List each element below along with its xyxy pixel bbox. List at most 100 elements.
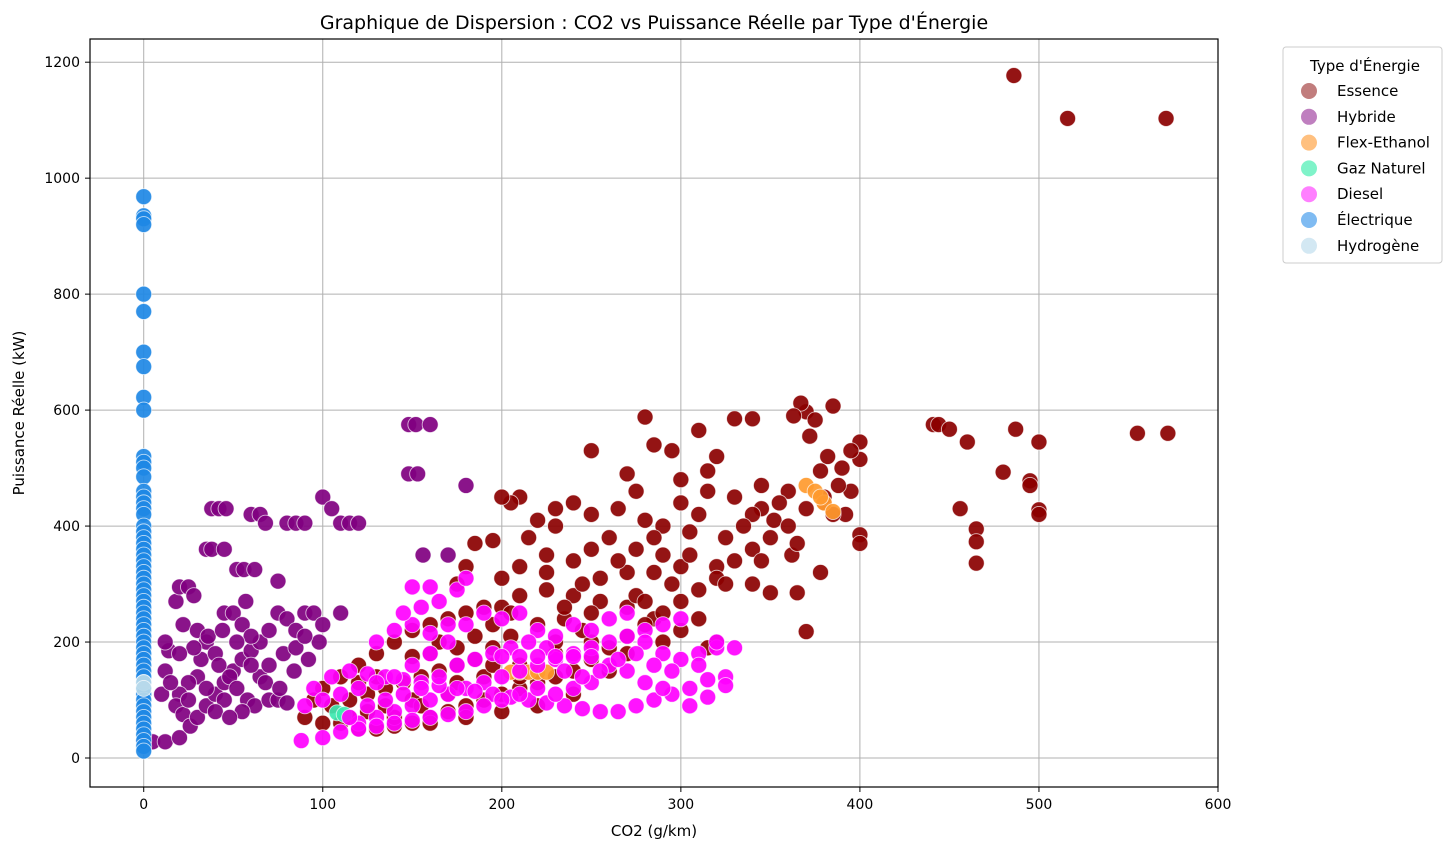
data-points	[135, 67, 1177, 760]
data-point	[770, 494, 788, 512]
data-point	[341, 708, 359, 726]
plot-frame	[89, 38, 1219, 788]
data-point	[439, 616, 457, 634]
data-point	[636, 633, 654, 651]
data-point	[269, 572, 287, 590]
data-point	[257, 514, 274, 532]
data-point	[394, 604, 412, 622]
y-tick-label: 1200	[44, 55, 80, 71]
data-point	[376, 691, 394, 709]
legend-marker	[1301, 160, 1317, 177]
data-point	[215, 691, 233, 709]
data-point	[547, 648, 564, 665]
data-point	[726, 552, 744, 570]
data-point	[305, 604, 323, 622]
data-point	[493, 488, 511, 506]
legend-item: Essence	[1301, 82, 1398, 100]
data-point	[681, 523, 699, 541]
data-point	[645, 656, 663, 674]
x-tick-label: 600	[1205, 797, 1232, 813]
data-point	[246, 561, 264, 579]
data-point	[582, 604, 600, 622]
data-point	[197, 679, 215, 697]
x-tick-label: 200	[488, 797, 515, 813]
data-point	[332, 604, 350, 622]
data-point	[421, 416, 439, 434]
data-point	[511, 648, 529, 665]
data-point	[403, 656, 421, 674]
data-point	[271, 679, 289, 697]
data-point	[278, 694, 296, 712]
data-point	[135, 216, 153, 234]
data-point	[663, 575, 681, 593]
data-point	[618, 662, 636, 680]
data-point	[421, 624, 439, 642]
data-point	[135, 742, 153, 760]
data-point	[591, 703, 609, 721]
data-point	[484, 532, 502, 550]
data-point	[591, 569, 609, 587]
data-point	[296, 627, 314, 645]
data-point	[779, 482, 797, 500]
data-point	[752, 552, 770, 570]
data-point	[162, 674, 180, 692]
data-point	[135, 285, 153, 303]
data-point	[654, 679, 672, 697]
data-point	[645, 564, 663, 581]
data-point	[430, 592, 448, 610]
data-point	[285, 662, 303, 680]
data-point	[385, 668, 403, 686]
data-point	[171, 645, 188, 663]
data-point	[547, 500, 564, 518]
series-2	[135, 416, 475, 751]
data-point	[812, 564, 829, 581]
data-point	[654, 645, 672, 663]
data-point	[314, 691, 332, 709]
data-point	[292, 732, 310, 750]
data-point	[797, 500, 815, 518]
legend-marker	[1301, 134, 1317, 151]
data-point	[1005, 67, 1023, 84]
legend-label: Hybride	[1337, 108, 1396, 126]
data-point	[690, 506, 708, 523]
data-point	[744, 506, 761, 523]
y-tick-label: 400	[53, 519, 80, 535]
data-point	[618, 604, 636, 622]
legend: Type d'Énergie Essence Hybride Flex-Ethano…	[1282, 46, 1443, 264]
legend-item: Hybride	[1301, 108, 1396, 126]
data-point	[582, 540, 600, 558]
data-point	[529, 648, 547, 665]
data-point	[1159, 424, 1177, 442]
legend-marker	[1301, 237, 1317, 254]
data-point	[717, 575, 735, 593]
data-point	[785, 407, 803, 425]
x-tick-label: 400	[847, 797, 874, 813]
data-point	[409, 465, 427, 483]
data-point	[296, 514, 314, 532]
data-point	[600, 529, 618, 547]
data-point	[439, 633, 457, 651]
data-point	[663, 442, 681, 460]
data-point	[260, 621, 278, 639]
data-point	[645, 691, 663, 709]
data-point	[385, 621, 403, 639]
data-point	[600, 610, 618, 628]
data-point	[135, 303, 153, 320]
data-point	[618, 465, 636, 483]
data-point	[421, 691, 439, 709]
data-point	[627, 697, 645, 715]
data-point	[627, 645, 645, 663]
data-point	[135, 401, 153, 419]
data-point	[672, 650, 690, 668]
data-point	[511, 604, 529, 622]
series-5	[292, 569, 744, 750]
data-point	[185, 587, 203, 605]
data-point	[412, 679, 430, 697]
data-point	[520, 529, 538, 547]
legend-frame	[1282, 46, 1443, 264]
data-point	[156, 733, 174, 751]
data-point	[699, 462, 717, 480]
y-tick-label: 600	[53, 403, 80, 419]
data-point	[582, 621, 600, 639]
data-point	[167, 592, 185, 610]
